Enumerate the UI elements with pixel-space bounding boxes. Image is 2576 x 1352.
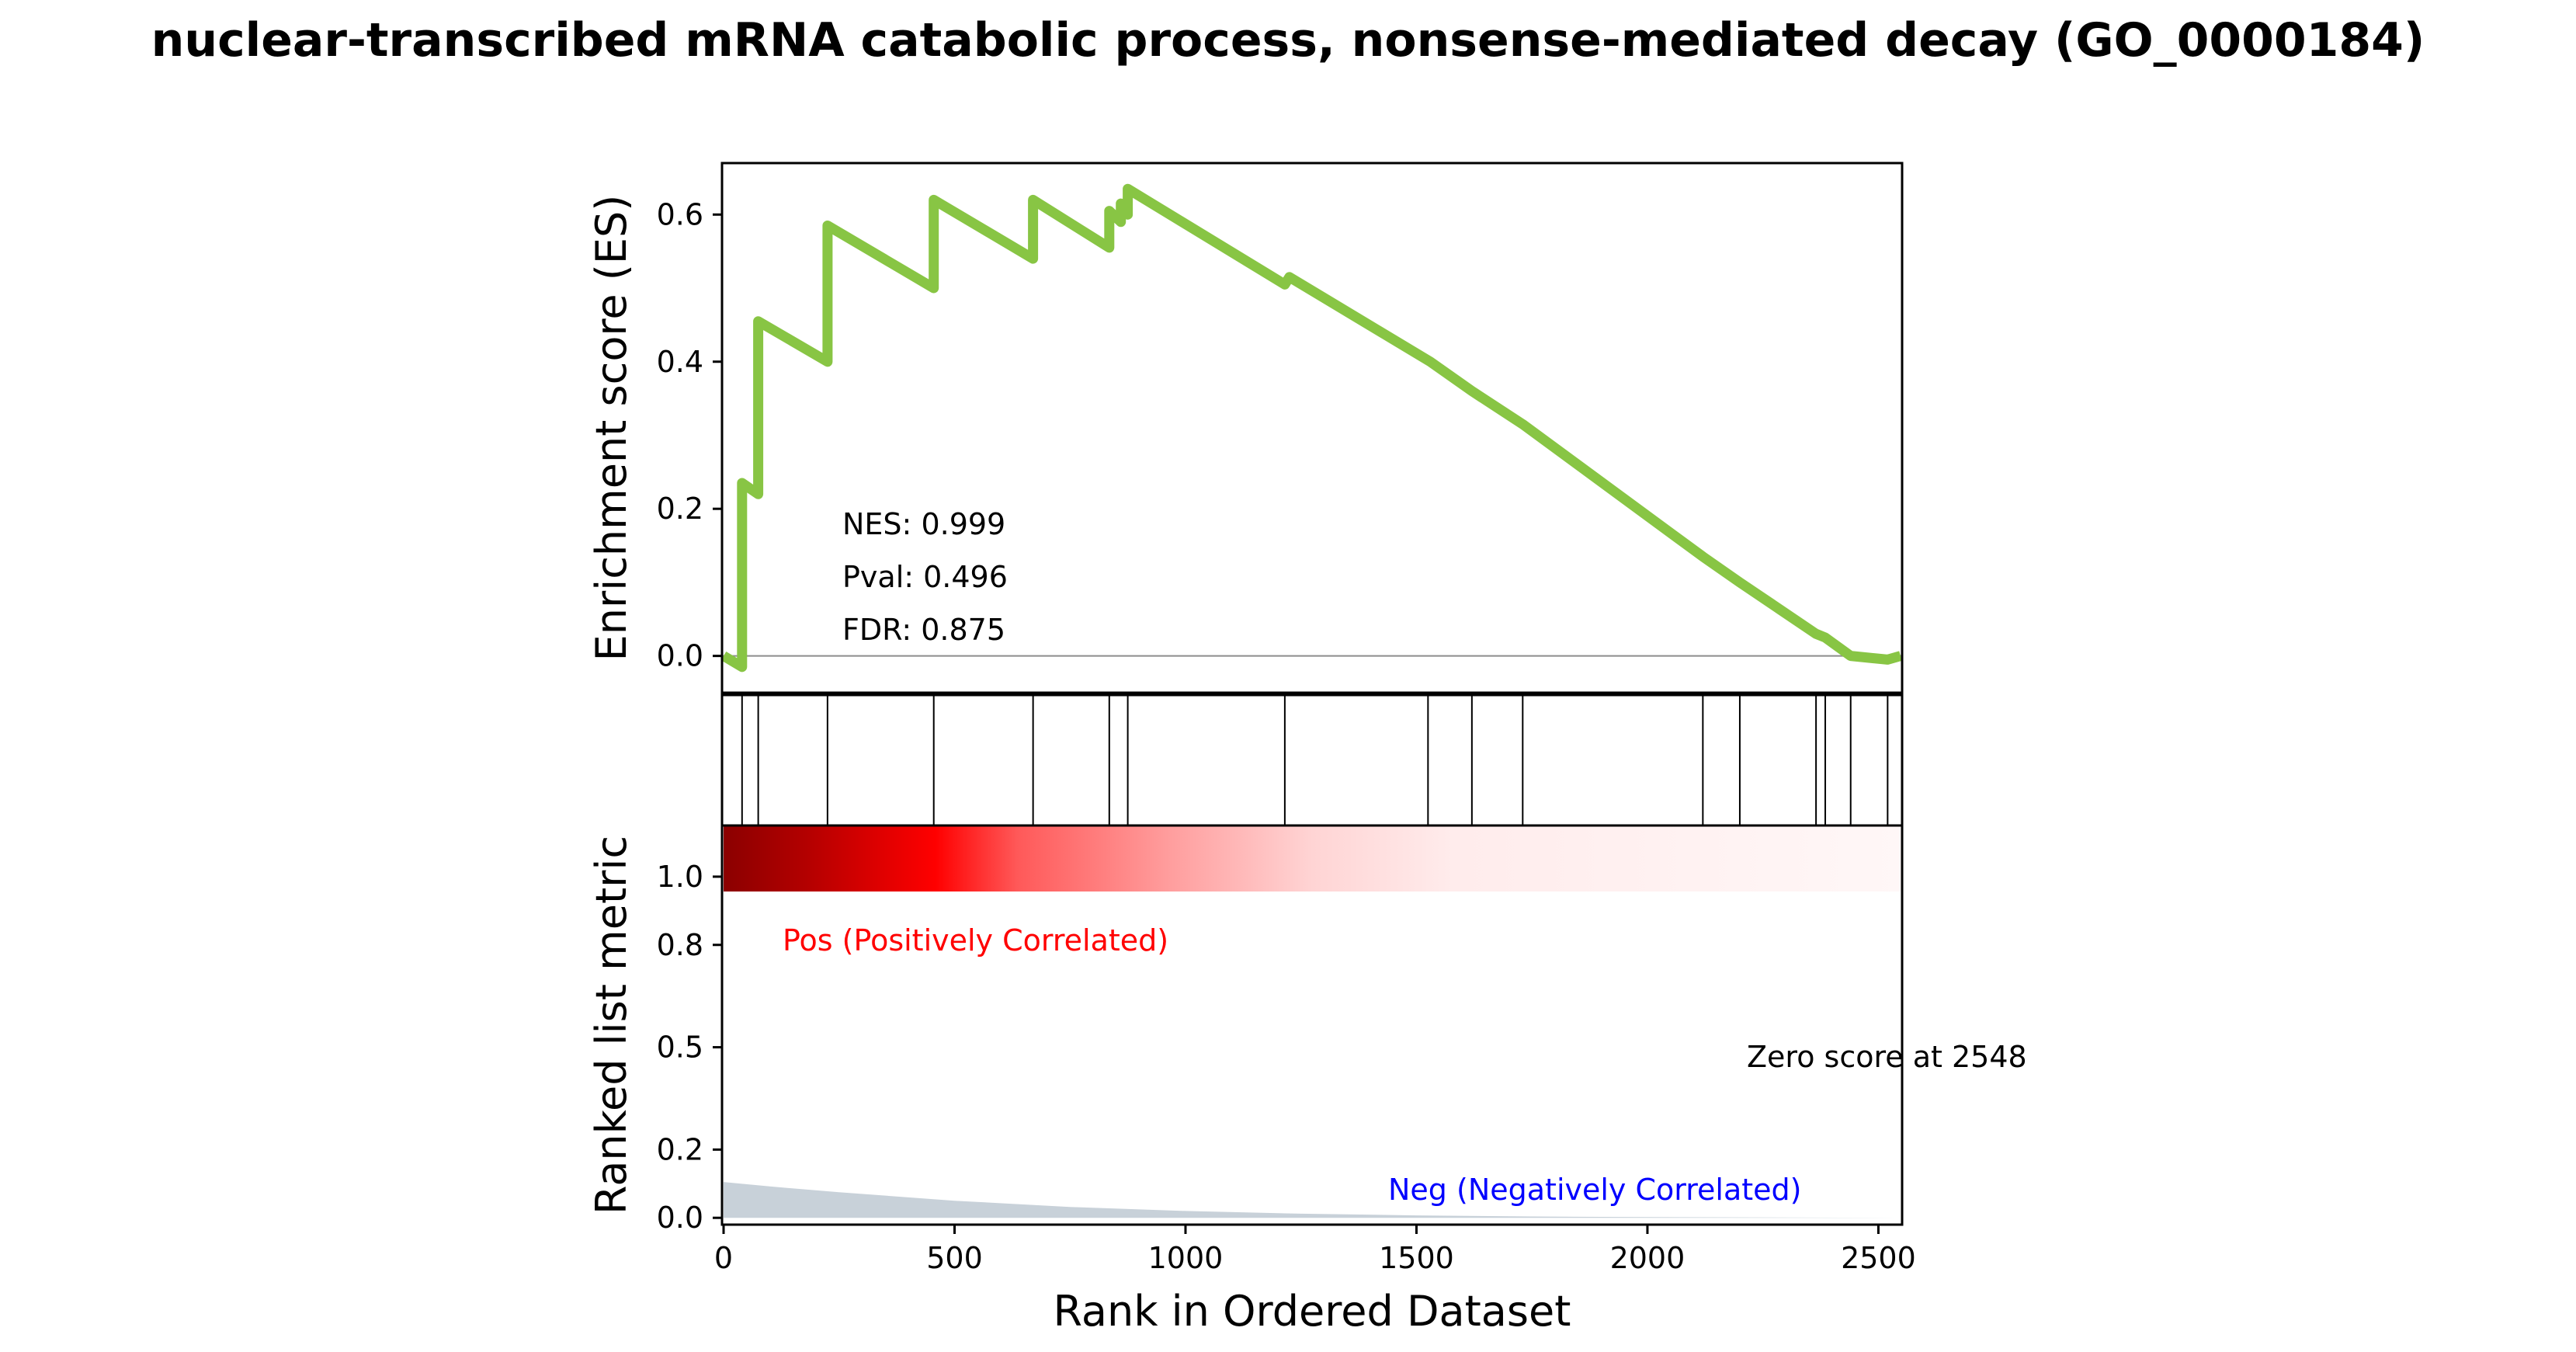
es-y-tick-label: 0.2 [657, 492, 703, 526]
es-curve [722, 183, 1902, 673]
es-y-tick-label: 0.6 [657, 197, 703, 231]
rank-area [724, 1182, 1901, 1218]
x-tick-label: 2000 [1610, 1241, 1686, 1275]
chart-title: nuclear-transcribed mRNA catabolic proce… [151, 13, 2425, 68]
hits-panel [720, 693, 1904, 827]
rank-heatmap [724, 826, 1901, 891]
zero-score-label: Zero score at 2548 [1747, 1040, 2027, 1074]
rank-ylabel: Ranked list metric [587, 836, 636, 1215]
x-tick-label: 0 [714, 1241, 733, 1275]
es-panel: 0.0 0.2 0.4 0.6 NES: 0.999 Pval: 0.496 FDR:… [587, 162, 1904, 694]
pval-label: Pval: 0.496 [842, 560, 1008, 594]
es-frame [720, 162, 1904, 694]
rank-frame [720, 824, 1904, 1226]
es-y-tick-label: 0.4 [657, 345, 703, 379]
neg-label: Neg (Negatively Correlated) [1388, 1173, 1801, 1207]
pos-label: Pos (Positively Correlated) [783, 923, 1168, 958]
es-y-tick-label: 0.0 [657, 639, 703, 673]
rank-panel: 0.0 0.2 0.5 0.8 1.0 Pos (Positively Correlat… [587, 824, 2027, 1235]
x-tick-label: 1500 [1379, 1241, 1454, 1275]
x-tick-label: 500 [926, 1241, 983, 1275]
es-ylabel: Enrichment score (ES) [587, 195, 636, 662]
hits-frame [720, 693, 1904, 827]
fdr-label: FDR: 0.875 [842, 613, 1005, 647]
rank-y-tick-label: 0.8 [657, 928, 703, 962]
x-axis-label: Rank in Ordered Dataset [1054, 1287, 1571, 1336]
rank-y-tick-label: 1.0 [657, 860, 703, 894]
x-tick-label: 1000 [1148, 1241, 1224, 1275]
rank-y-tick-label: 0.0 [657, 1201, 703, 1235]
rank-y-tick-label: 0.5 [657, 1031, 703, 1065]
x-tick-label: 2500 [1841, 1241, 1916, 1275]
rank-y-tick-label: 0.2 [657, 1132, 703, 1166]
nes-label: NES: 0.999 [842, 507, 1005, 541]
